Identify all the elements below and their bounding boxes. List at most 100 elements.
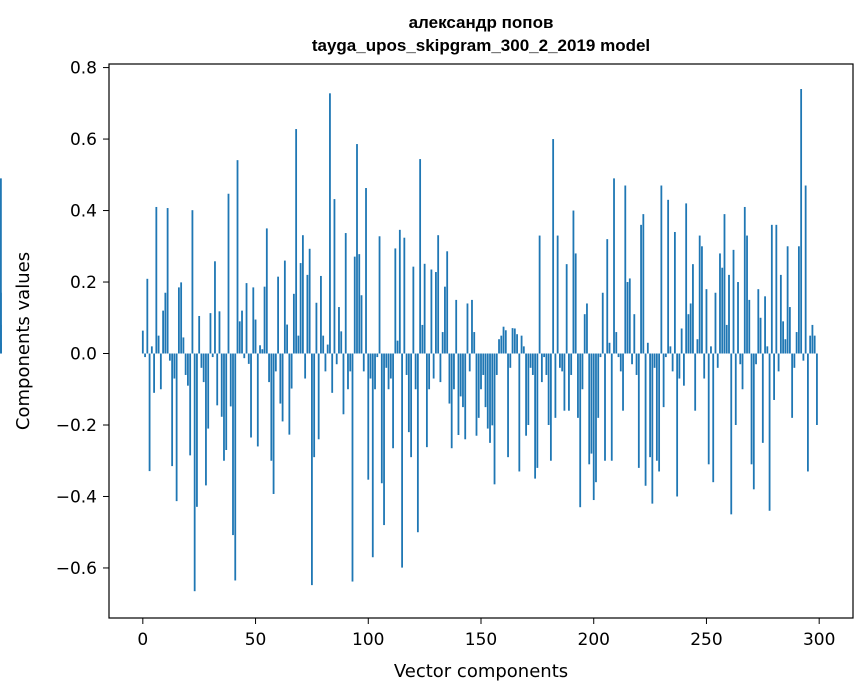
- bar: [586, 303, 588, 354]
- bar: [166, 208, 169, 354]
- bar: [536, 353, 539, 468]
- bar: [344, 233, 347, 354]
- bar: [809, 335, 812, 354]
- bar: [768, 353, 771, 511]
- bar: [365, 188, 367, 354]
- bar: [784, 339, 787, 354]
- bar: [202, 353, 205, 383]
- bar: [378, 236, 381, 354]
- bar: [423, 263, 426, 354]
- bar: [728, 274, 730, 354]
- bar: [259, 345, 261, 354]
- bar: [236, 160, 239, 354]
- bar: [371, 353, 374, 558]
- bar: [175, 353, 178, 502]
- bar: [347, 353, 349, 390]
- bar: [534, 353, 537, 479]
- bar: [701, 246, 703, 354]
- bar: [430, 269, 433, 354]
- bar: [155, 206, 158, 354]
- x-tick-label: 50: [245, 630, 267, 650]
- bar: [676, 353, 679, 497]
- bar: [678, 353, 681, 379]
- bar: [786, 246, 789, 354]
- x-tick-label: 300: [803, 630, 835, 650]
- bar: [324, 353, 327, 372]
- bar: [725, 324, 728, 354]
- bar: [407, 353, 410, 433]
- bar: [737, 282, 739, 354]
- bar: [649, 353, 651, 458]
- bar: [631, 353, 633, 365]
- bar: [529, 353, 532, 368]
- bar: [502, 326, 505, 354]
- bar: [660, 185, 663, 354]
- bar: [189, 353, 192, 456]
- bar: [714, 292, 717, 354]
- bar: [468, 353, 471, 372]
- bar: [730, 353, 733, 515]
- bar: [696, 339, 699, 354]
- bar: [588, 353, 591, 465]
- bar: [223, 353, 225, 461]
- bar: [601, 292, 604, 354]
- bar: [761, 353, 764, 443]
- bar: [184, 353, 187, 375]
- y-tick-label: 0.6: [70, 130, 97, 150]
- bar: [369, 353, 372, 379]
- bar: [624, 185, 627, 354]
- bar: [613, 178, 615, 354]
- bar: [157, 335, 160, 354]
- bar: [450, 353, 453, 449]
- bar: [540, 353, 543, 383]
- bar: [775, 224, 778, 354]
- bar: [755, 353, 757, 365]
- bar: [491, 353, 494, 426]
- bar: [807, 353, 809, 472]
- bar: [707, 353, 710, 465]
- bar: [604, 353, 606, 461]
- bar: [669, 346, 672, 354]
- bar: [750, 353, 753, 465]
- bar: [193, 353, 196, 592]
- bar: [196, 353, 198, 507]
- bar: [606, 239, 609, 354]
- bar: [425, 353, 428, 448]
- bar: [513, 328, 516, 354]
- bar: [495, 353, 498, 375]
- bar: [331, 353, 334, 393]
- bar: [360, 295, 363, 354]
- bar: [525, 353, 527, 436]
- bar: [153, 353, 155, 393]
- bar: [335, 353, 338, 365]
- bar: [340, 331, 343, 354]
- bar: [617, 353, 620, 358]
- bar: [498, 339, 500, 354]
- bar: [392, 353, 394, 449]
- bar: [568, 353, 570, 411]
- bar: [500, 335, 503, 354]
- bar: [317, 353, 320, 440]
- bar: [509, 353, 512, 368]
- bar: [802, 353, 805, 361]
- bar: [759, 317, 762, 354]
- bar: [752, 353, 755, 490]
- bar: [640, 224, 642, 354]
- bar: [290, 353, 293, 389]
- bar: [466, 303, 469, 354]
- bar: [590, 353, 593, 454]
- bar: [453, 353, 455, 390]
- bar: [615, 332, 618, 354]
- bar: [367, 353, 370, 480]
- bar: [547, 353, 550, 425]
- bar: [277, 276, 279, 354]
- bar: [574, 253, 577, 354]
- bar: [770, 224, 773, 354]
- bar: [383, 353, 385, 526]
- bar: [554, 353, 557, 418]
- bar: [741, 353, 744, 390]
- bar: [238, 321, 241, 354]
- bar: [811, 324, 814, 354]
- bar: [419, 159, 422, 354]
- bar: [671, 353, 674, 372]
